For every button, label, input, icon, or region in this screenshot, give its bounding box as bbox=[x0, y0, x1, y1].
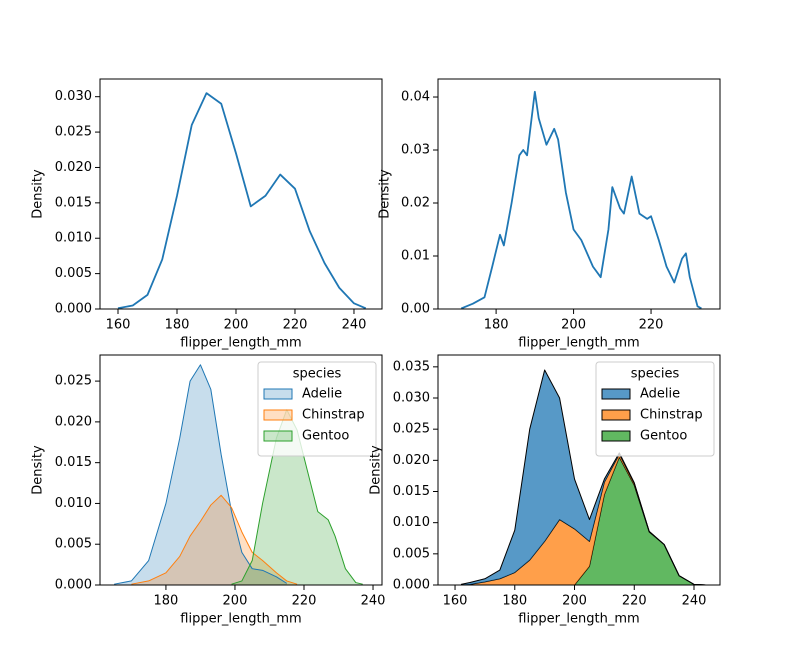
axes-frame bbox=[99, 78, 383, 310]
x-tick-label: 220 bbox=[292, 594, 317, 609]
plot-area bbox=[460, 90, 702, 309]
subplot: 0.000 0.005 0.010 0.015 0.020 0.025 0.030 160 18… bbox=[31, 78, 383, 351]
x-tick-label: 180 bbox=[502, 594, 527, 609]
y-tick-label: 0.000 bbox=[55, 578, 92, 593]
y-tick-label: 0.030 bbox=[393, 391, 430, 406]
y-tick-label: 0.015 bbox=[55, 195, 92, 210]
legend-title: species bbox=[631, 367, 680, 382]
y-axis-label: Density bbox=[31, 445, 46, 495]
x-tick-label: 200 bbox=[223, 594, 248, 609]
y-tick-label: 0.01 bbox=[401, 249, 430, 264]
y-tick-label: 0.03 bbox=[401, 143, 430, 158]
x-tick-label: 180 bbox=[165, 318, 190, 333]
y-tick-label: 0.015 bbox=[55, 455, 92, 470]
legend-title: species bbox=[293, 367, 342, 382]
x-tick-label: 240 bbox=[361, 594, 386, 609]
x-tick-label: 240 bbox=[342, 318, 367, 333]
y-tick-label: 0.020 bbox=[55, 414, 92, 429]
density-line bbox=[117, 92, 367, 309]
x-tick-label: 160 bbox=[106, 318, 131, 333]
y-tick-label: 0.010 bbox=[55, 231, 92, 246]
axes-frame bbox=[99, 354, 383, 586]
x-tick-label: 200 bbox=[562, 594, 587, 609]
x-tick-label: 200 bbox=[224, 318, 249, 333]
density-line bbox=[460, 90, 702, 309]
legend-swatch bbox=[601, 430, 631, 442]
plot-area bbox=[114, 364, 363, 585]
axes-frame bbox=[437, 78, 721, 310]
y-tick-label: 0.02 bbox=[401, 196, 430, 211]
legend: species Adelie Chinstrap Gentoo bbox=[595, 361, 715, 457]
density-line bbox=[131, 494, 298, 585]
plot-area bbox=[460, 369, 706, 585]
y-tick-label: 0.010 bbox=[55, 496, 92, 511]
legend-label: Adelie bbox=[640, 387, 680, 402]
y-tick-label: 0.025 bbox=[55, 125, 92, 140]
subplot: 0.000 0.005 0.010 0.015 0.020 0.025 180 200 220 2… bbox=[31, 354, 386, 627]
stacked-area-edge bbox=[460, 369, 706, 585]
plot-area bbox=[117, 92, 367, 309]
x-axis-label: flipper_length_mm bbox=[518, 612, 639, 627]
stacked-area-fill bbox=[461, 457, 706, 585]
axes-frame bbox=[437, 354, 721, 586]
y-axis-label: Density bbox=[31, 169, 46, 219]
legend-swatch bbox=[601, 388, 631, 400]
y-tick-label: 0.025 bbox=[55, 374, 92, 389]
y-axis-label: Density bbox=[369, 445, 384, 495]
x-tick-label: 200 bbox=[561, 318, 586, 333]
legend-label: Chinstrap bbox=[640, 408, 703, 423]
area-fill bbox=[114, 364, 287, 585]
y-tick-label: 0.035 bbox=[393, 359, 430, 374]
y-tick-label: 0.005 bbox=[393, 546, 430, 561]
stacked-area-fill bbox=[461, 369, 706, 585]
y-tick-label: 0.000 bbox=[55, 302, 92, 317]
x-tick-label: 220 bbox=[622, 594, 647, 609]
area-fill bbox=[131, 495, 298, 585]
stacked-area-fill bbox=[461, 454, 706, 585]
x-axis-label: flipper_length_mm bbox=[518, 336, 639, 351]
legend-label: Gentoo bbox=[302, 429, 349, 444]
y-tick-label: 0.020 bbox=[393, 453, 430, 468]
x-axis-label: flipper_length_mm bbox=[180, 612, 301, 627]
subplot: 0.00 0.01 0.02 0.03 0.04 180 200 220flipper_len… bbox=[378, 78, 721, 351]
legend-label: Chinstrap bbox=[302, 408, 365, 423]
area-fill bbox=[231, 409, 363, 585]
legend-label: Adelie bbox=[302, 387, 342, 402]
x-tick-label: 220 bbox=[639, 318, 664, 333]
y-tick-label: 0.015 bbox=[393, 484, 430, 499]
y-tick-label: 0.000 bbox=[393, 578, 430, 593]
legend-swatch bbox=[263, 430, 293, 442]
legend-swatch bbox=[263, 409, 293, 421]
x-tick-label: 180 bbox=[154, 594, 179, 609]
y-tick-label: 0.005 bbox=[55, 266, 92, 281]
x-axis-label: flipper_length_mm bbox=[180, 336, 301, 351]
y-tick-label: 0.005 bbox=[55, 537, 92, 552]
legend-swatch bbox=[263, 388, 293, 400]
y-tick-label: 0.030 bbox=[55, 89, 92, 104]
legend-label: Gentoo bbox=[640, 429, 687, 444]
x-tick-label: 180 bbox=[484, 318, 509, 333]
y-tick-label: 0.04 bbox=[401, 90, 430, 105]
x-tick-label: 240 bbox=[682, 594, 707, 609]
legend-swatch bbox=[601, 409, 631, 421]
legend: species Adelie Chinstrap Gentoo bbox=[257, 361, 377, 457]
legend-box bbox=[257, 361, 377, 457]
y-axis-label: Density bbox=[378, 169, 393, 219]
y-tick-label: 0.00 bbox=[401, 302, 430, 317]
y-tick-label: 0.020 bbox=[55, 160, 92, 175]
density-line bbox=[114, 364, 287, 585]
subplot: 0.000 0.005 0.010 0.015 0.020 0.025 0.030 0.035… bbox=[369, 354, 721, 627]
x-tick-label: 220 bbox=[283, 318, 308, 333]
x-tick-label: 160 bbox=[443, 594, 468, 609]
y-tick-label: 0.025 bbox=[393, 422, 430, 437]
y-tick-label: 0.010 bbox=[393, 515, 430, 530]
